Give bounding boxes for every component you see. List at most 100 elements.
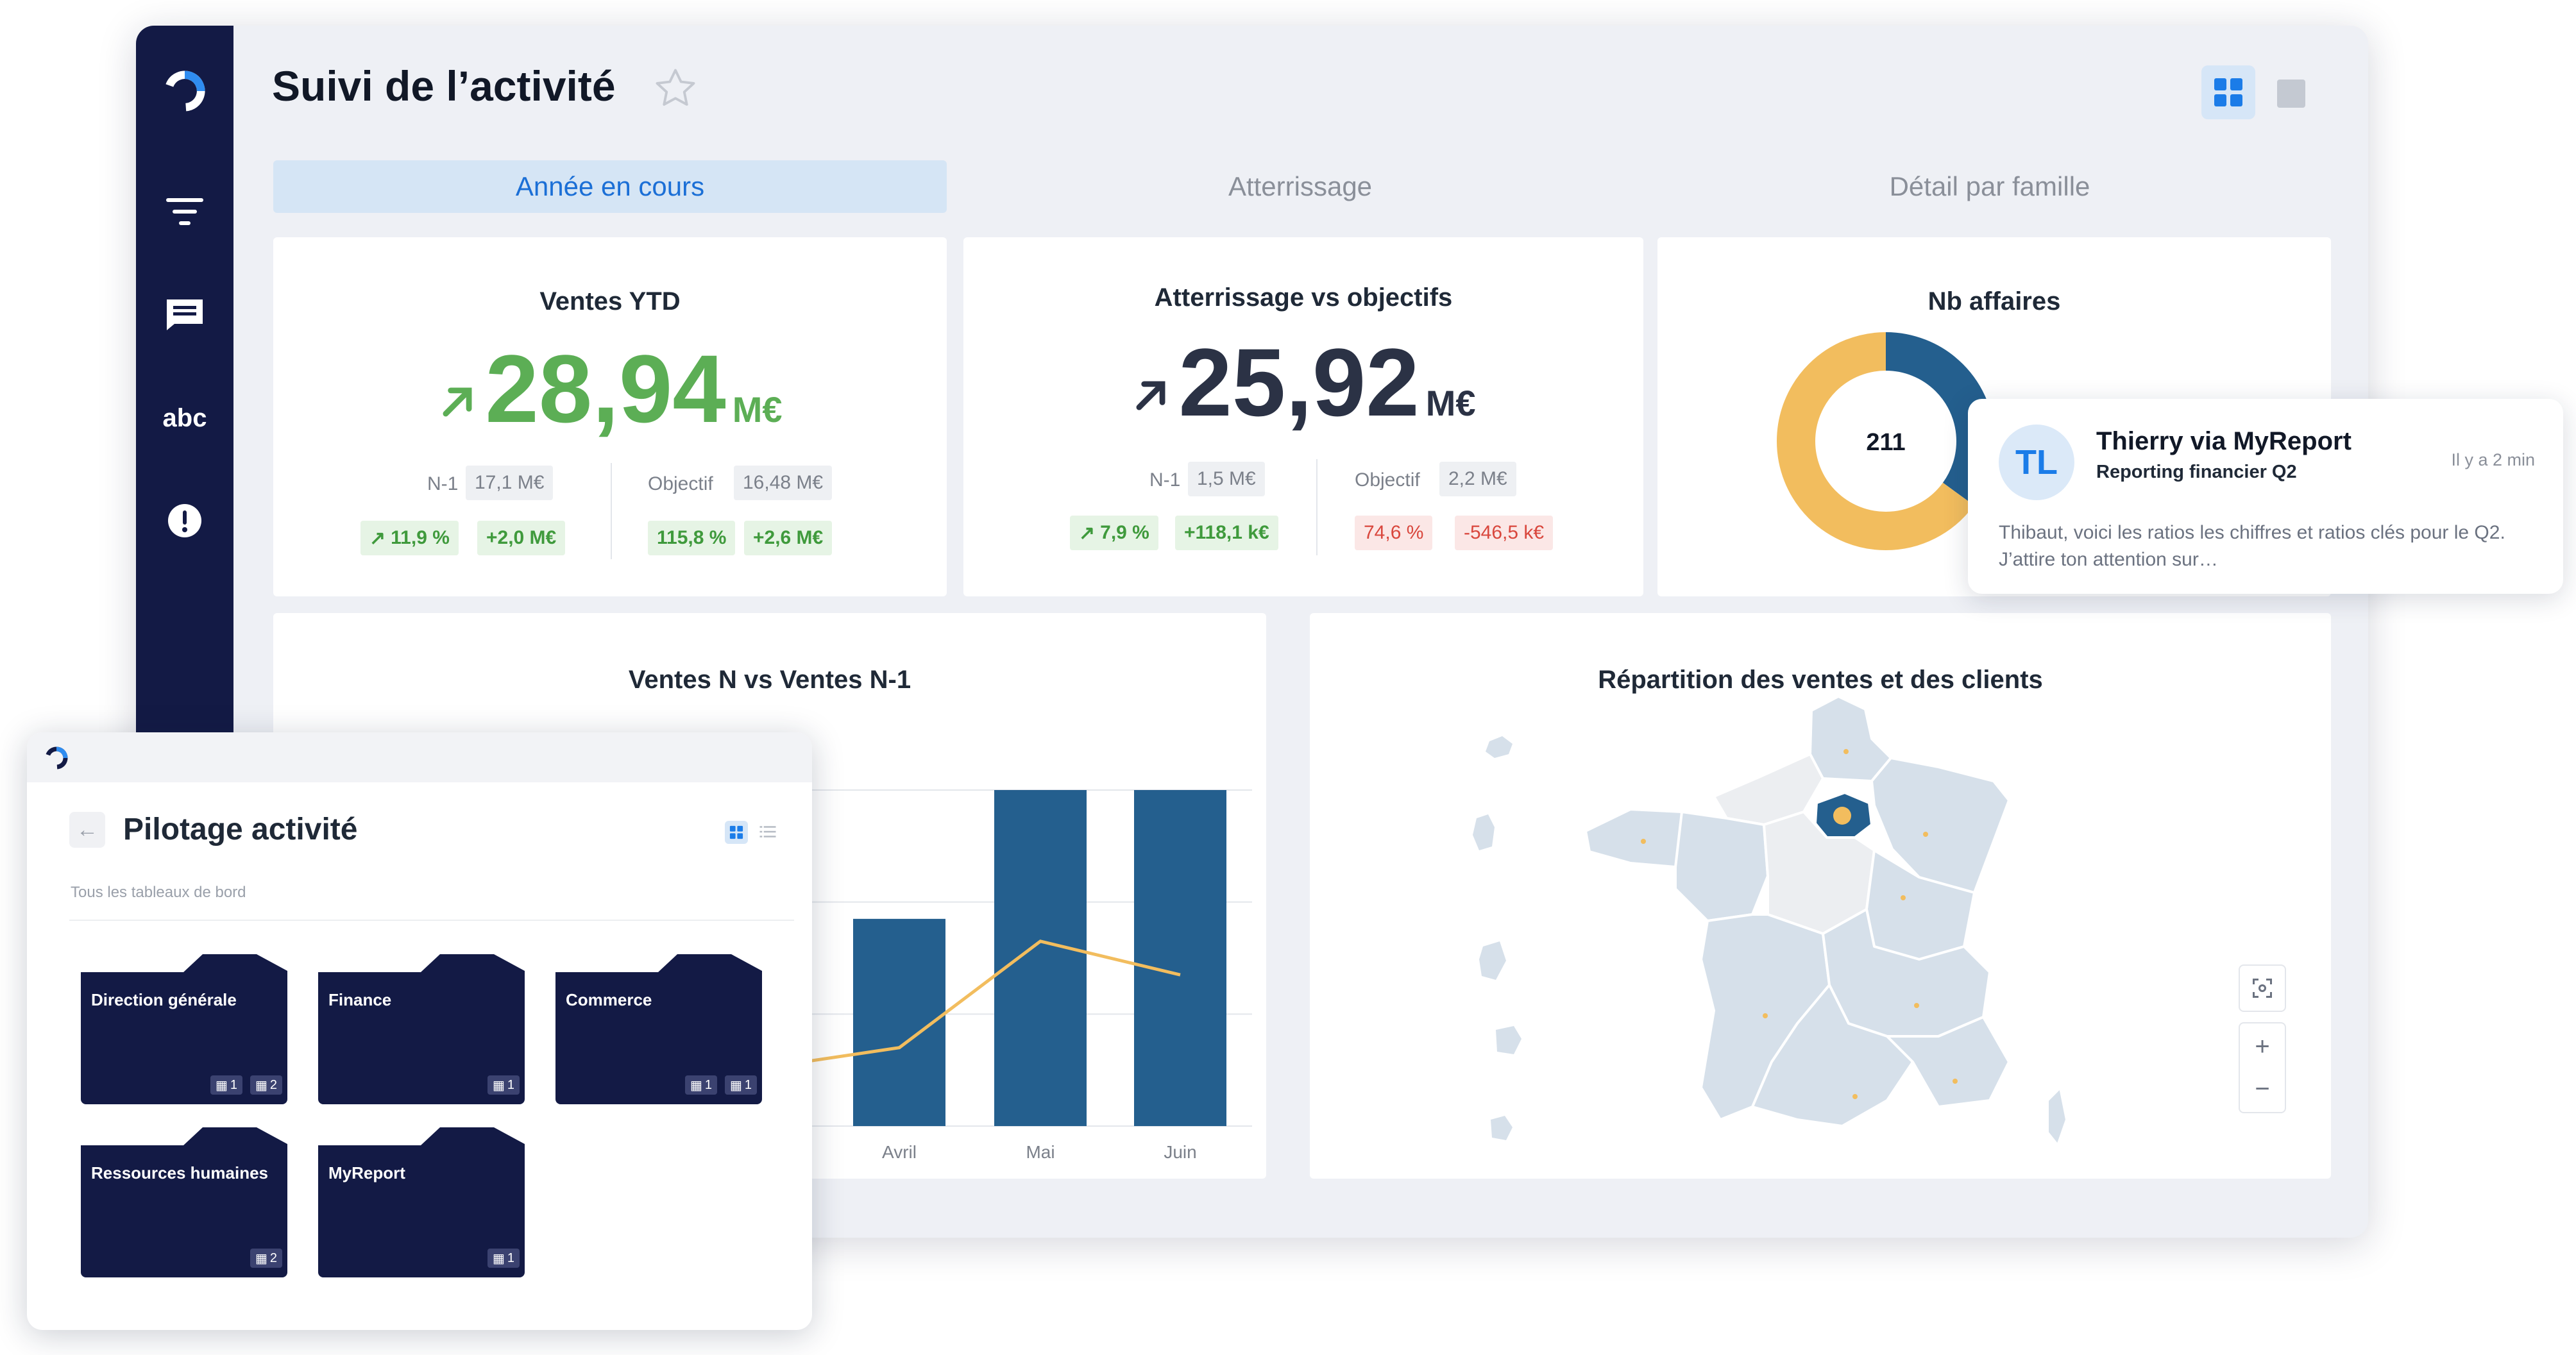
pilotage-panel: ← Pilotage activité Tous les tableaux de… xyxy=(27,732,812,1330)
back-arrow-icon[interactable]: ← xyxy=(69,812,105,848)
folder-direction-generale[interactable]: Direction générale ▦ 2 ▦ 1 xyxy=(76,953,291,1107)
map-title: Répartition des ventes et des clients xyxy=(1598,666,2043,694)
filter-icon[interactable] xyxy=(162,189,208,235)
notification-time: Il y a 2 min xyxy=(2451,450,2535,469)
marker[interactable] xyxy=(1763,1013,1768,1018)
divider xyxy=(1316,459,1318,555)
notification-card[interactable]: TL Thierry via MyReport Reporting financ… xyxy=(1968,399,2563,594)
n1-percent-badge: ↗ 7,9 % xyxy=(1070,516,1158,550)
objectif-value: 16,48 M€ xyxy=(734,466,833,500)
list-view-icon[interactable] xyxy=(758,822,777,845)
map-card: Répartition des ventes et des clients xyxy=(1310,613,2331,1179)
recenter-icon[interactable] xyxy=(2239,964,2286,1012)
n1-label: N-1 xyxy=(427,473,459,494)
folder-commerce[interactable]: Commerce ▦ 1 ▦ 1 xyxy=(550,953,766,1107)
folder-label: Finance xyxy=(328,990,392,1009)
marker-ile-de-france[interactable] xyxy=(1833,807,1851,825)
n1-percent: 7,9 % xyxy=(1100,522,1149,543)
notification-subject: Reporting financier Q2 xyxy=(2096,462,2297,482)
card-title: Atterrissage vs objectifs xyxy=(1154,283,1453,312)
folder-finance[interactable]: Finance ▦ 1 xyxy=(313,953,529,1107)
marker[interactable] xyxy=(1641,839,1646,844)
folder-myreport[interactable]: MyReport ▦ 1 xyxy=(313,1126,529,1281)
dashboard-count-badge: ▦ 1 xyxy=(724,1075,757,1095)
n1-percent: 11,9 % xyxy=(391,527,450,548)
tab-atterrissage[interactable]: Atterrissage xyxy=(1228,171,1373,201)
region-occitanie[interactable] xyxy=(1751,984,1914,1127)
comment-icon[interactable] xyxy=(162,291,208,337)
n1-label: N-1 xyxy=(1149,469,1181,491)
tab-detail-par-famille[interactable]: Détail par famille xyxy=(1889,171,2090,201)
tab-annee-en-cours[interactable]: Année en cours xyxy=(273,160,947,213)
kpi-card-atterrissage: Atterrissage vs objectifs 25,92 M€ N-1 1… xyxy=(963,237,1643,596)
divider xyxy=(69,920,794,921)
dashboard-icon: ▦ xyxy=(215,1078,228,1093)
alert-icon[interactable] xyxy=(162,498,208,544)
sales-markers xyxy=(1641,749,1958,1099)
grid-view-icon[interactable] xyxy=(725,821,748,844)
bar-mai[interactable] xyxy=(994,790,1087,1126)
marker[interactable] xyxy=(1901,895,1906,900)
grid-view-icon[interactable] xyxy=(2201,65,2255,119)
panel-title: Pilotage activité xyxy=(123,812,358,846)
donut-segment-yellow xyxy=(1777,332,1995,550)
dashboard-icon: ▦ xyxy=(729,1078,742,1093)
folder-label: Commerce xyxy=(566,990,652,1009)
folder-label: MyReport xyxy=(328,1163,405,1182)
dashboard-icon: ▦ xyxy=(690,1078,702,1093)
kpi-unit: M€ xyxy=(1425,383,1476,423)
donut-center-value: 211 xyxy=(1866,429,1905,456)
bar-chart: Avril Mai Juin xyxy=(786,789,1252,1162)
logo-icon[interactable] xyxy=(162,68,208,114)
dashboard-icon: ▦ xyxy=(255,1078,267,1093)
zoom-out-button[interactable]: − xyxy=(2255,1075,2270,1103)
marker[interactable] xyxy=(1843,749,1849,754)
dashboard-icon: ▦ xyxy=(492,1251,505,1266)
region-paca[interactable] xyxy=(1886,1016,2010,1108)
objectif-value: 2,2 M€ xyxy=(1439,462,1516,496)
notification-body: Thibaut, voici les ratios les chiffres e… xyxy=(1999,522,2505,570)
arrow-up-right-icon xyxy=(437,375,477,434)
zoom-in-button[interactable]: + xyxy=(2255,1032,2270,1061)
arrow-up-right-icon: ↗ xyxy=(369,527,386,549)
badge-count: 1 xyxy=(507,1250,514,1265)
region-hauts-de-france[interactable] xyxy=(1809,695,1892,782)
objectif-label: Objectif xyxy=(1355,469,1420,491)
dom-tom-islands xyxy=(1473,736,1521,1140)
folder-label: Direction générale xyxy=(91,990,237,1009)
marker[interactable] xyxy=(1953,1079,1958,1084)
badge-count: 2 xyxy=(269,1077,277,1092)
objectif-label: Objectif xyxy=(648,473,713,494)
dashboard-count-badge: ▦ 2 xyxy=(250,1249,282,1268)
n1-value: 1,5 M€ xyxy=(1188,462,1265,496)
star-icon[interactable] xyxy=(652,65,699,115)
marker[interactable] xyxy=(1914,1003,1919,1008)
region-corse[interactable] xyxy=(2046,1086,2068,1147)
objectif-delta-badge: -546,5 k€ xyxy=(1455,516,1554,550)
x-tick-label: Juin xyxy=(1164,1142,1196,1162)
folder-ressources-humaines[interactable]: Ressources humaines ▦ 2 xyxy=(76,1126,291,1281)
france-map xyxy=(1473,695,2068,1147)
list-view-icon[interactable] xyxy=(2277,80,2305,108)
marker[interactable] xyxy=(1923,832,1928,837)
kpi-number: 25,92 xyxy=(1178,328,1419,436)
dashboard-count-badge: ▦ 2 xyxy=(250,1075,282,1095)
badge-count: 1 xyxy=(744,1077,752,1092)
region-pays-de-la-loire[interactable] xyxy=(1674,811,1769,922)
n1-value: 17,1 M€ xyxy=(466,466,554,500)
marker[interactable] xyxy=(1852,1094,1858,1099)
kpi-value: 25,92 M€ xyxy=(963,327,1643,438)
text-icon[interactable]: abc xyxy=(162,403,207,432)
bar-juin[interactable] xyxy=(1134,790,1226,1126)
donut-chart: 211 xyxy=(1777,332,1995,550)
dashboard-count-badge: ▦ 1 xyxy=(487,1249,520,1268)
zoom-controls: + − xyxy=(2239,1022,2286,1113)
arrow-up-right-icon: ↗ xyxy=(1079,522,1096,544)
notification-sender: Thierry via MyReport xyxy=(2096,427,2351,455)
dashboard-icon: ▦ xyxy=(492,1078,505,1093)
objectif-delta-badge: +2,6 M€ xyxy=(744,521,833,555)
dashboard-count-badge: ▦ 1 xyxy=(487,1075,520,1095)
badge-count: 1 xyxy=(230,1077,237,1092)
badge-count: 2 xyxy=(269,1250,277,1265)
line-series[interactable] xyxy=(786,939,1181,1066)
